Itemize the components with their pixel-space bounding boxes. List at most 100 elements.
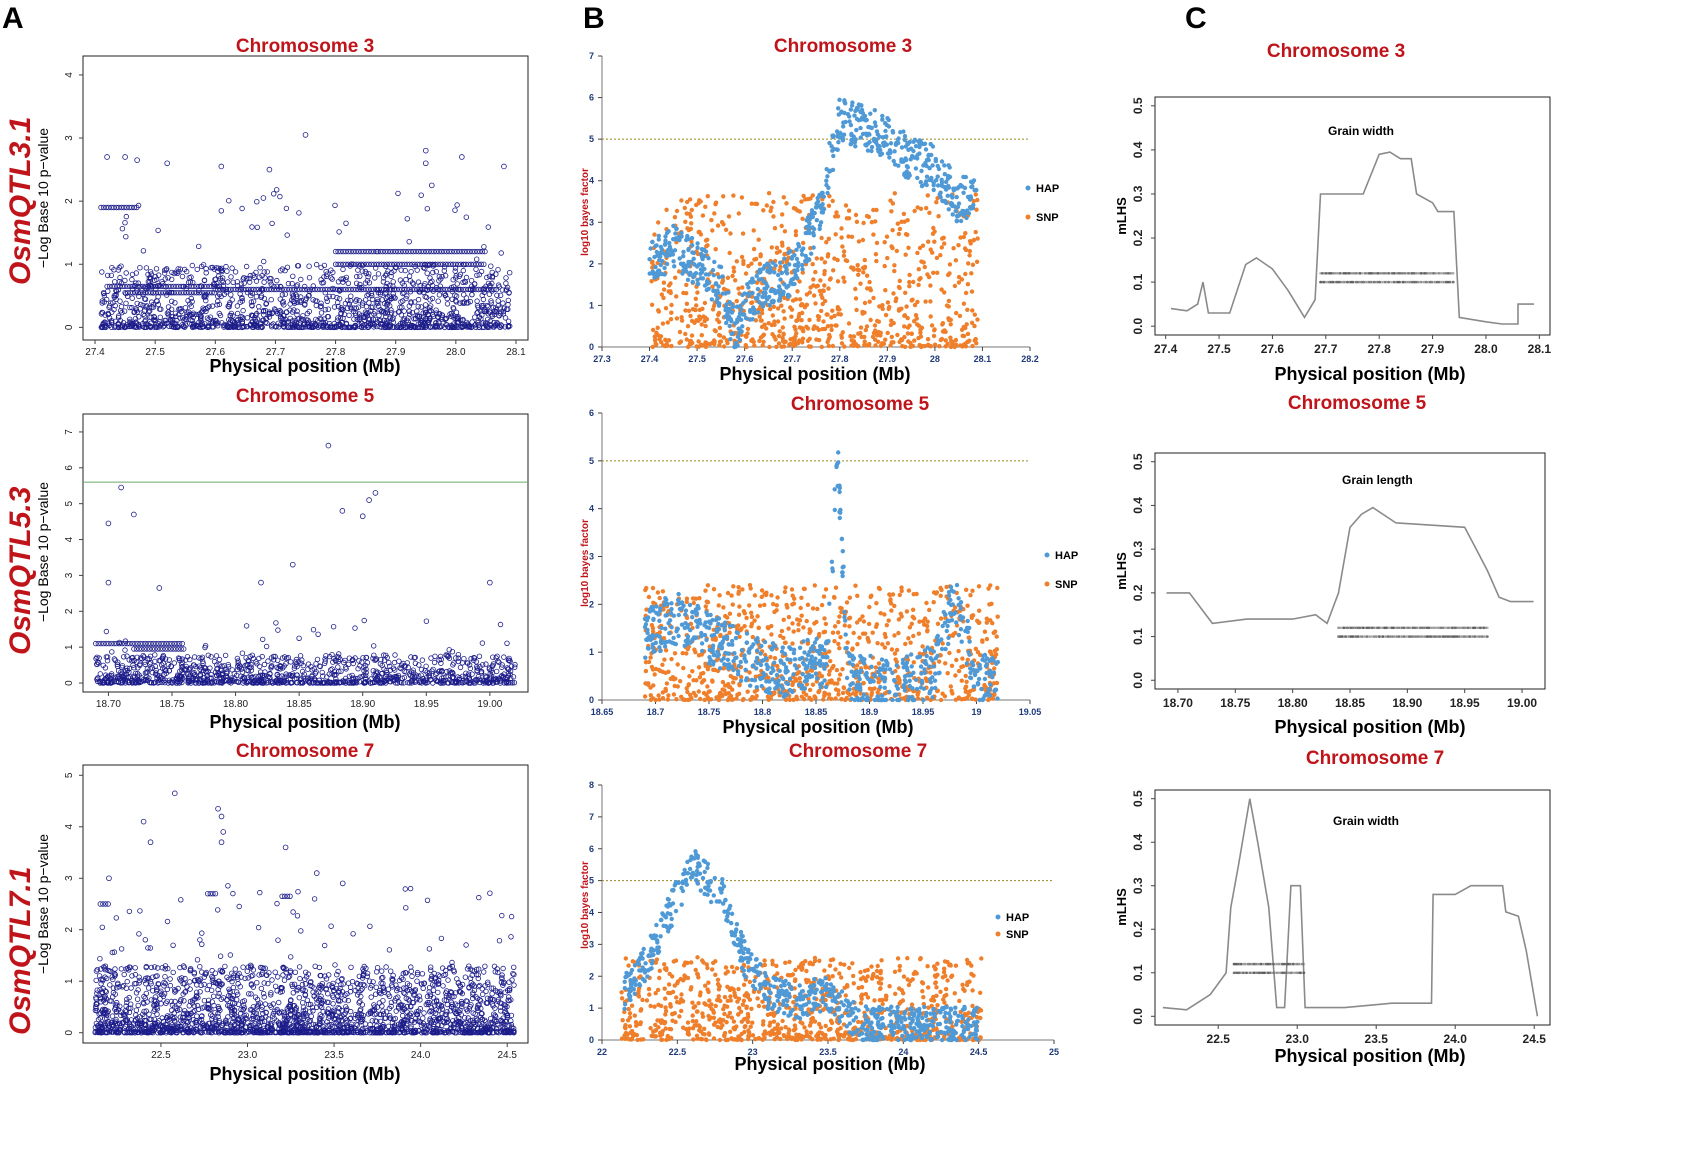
gwas-point <box>126 657 132 663</box>
gwas-point <box>161 270 168 276</box>
gwas-block-point <box>414 286 420 293</box>
gwas-point <box>452 265 459 271</box>
gwas-point <box>285 280 292 287</box>
gwas-point <box>122 277 128 284</box>
gwas-block-point <box>317 286 323 293</box>
gwas-point <box>445 977 451 983</box>
gwas-block-point <box>193 283 200 290</box>
gwas-point <box>263 315 270 322</box>
gwas-block-point <box>368 286 374 293</box>
gwas-point <box>456 273 462 279</box>
plot-frame <box>82 55 529 341</box>
gwas-block-point <box>445 286 451 293</box>
gwas-point <box>198 655 204 662</box>
gwas-block-point <box>296 286 303 293</box>
gwas-block-point <box>340 261 346 267</box>
gwas-point <box>441 268 447 274</box>
gwas-point <box>267 279 273 285</box>
gwas-block-point <box>235 286 241 293</box>
gwas-point <box>292 317 298 324</box>
gwas-block-point <box>191 290 197 296</box>
gwas-point <box>411 316 417 322</box>
gwas-block-point <box>452 286 459 293</box>
gwas-point <box>271 306 278 312</box>
gwas-point <box>499 287 506 293</box>
gwas-point <box>453 655 459 661</box>
gwas-point <box>255 924 262 931</box>
gwas-point <box>481 324 487 331</box>
gwas-point <box>294 672 300 678</box>
gwas-point <box>253 269 259 276</box>
gwas-point <box>495 282 502 288</box>
gwas-block-point <box>446 248 452 255</box>
gwas-point <box>168 298 175 304</box>
gwas-block-point <box>147 290 154 296</box>
gwas-point <box>193 311 199 318</box>
gwas-block-point <box>432 261 438 267</box>
gwas-point <box>326 671 332 677</box>
gwas-block-point <box>147 283 154 290</box>
gwas-outlier-point <box>359 513 366 520</box>
gwas-outlier-point <box>134 157 140 163</box>
gwas-block-point <box>330 286 336 293</box>
gwas-point <box>468 324 474 330</box>
gwas-point <box>426 317 433 323</box>
gwas-block-point <box>117 283 123 290</box>
gwas-block-point <box>263 286 270 293</box>
gwas-block-point <box>450 286 456 293</box>
gwas-point <box>410 281 417 287</box>
gwas-point <box>394 680 401 686</box>
gwas-point <box>391 659 398 666</box>
gwas-point <box>240 964 246 970</box>
gwas-block-point <box>348 248 354 255</box>
gwas-point <box>289 324 296 330</box>
gwas-point <box>146 1011 152 1017</box>
gwas-point <box>335 315 341 321</box>
gwas-point <box>306 275 313 281</box>
y-tick-label: 2 <box>64 608 75 614</box>
gwas-point <box>306 263 312 269</box>
gwas-block-point <box>414 261 421 267</box>
gwas-block-point <box>454 248 460 255</box>
gwas-point <box>397 304 403 310</box>
gwas-point <box>263 300 270 306</box>
gwas-point <box>450 312 456 319</box>
gwas-block-point <box>381 261 387 267</box>
gwas-point <box>295 263 302 269</box>
gwas-block-point <box>399 286 405 293</box>
gwas-point <box>361 617 367 624</box>
gwas-point <box>328 275 334 281</box>
gwas-point <box>164 310 171 316</box>
gwas-block-point <box>132 290 138 296</box>
gwas-point <box>106 322 113 328</box>
gwas-point <box>440 983 446 989</box>
gwas-point <box>461 292 467 298</box>
gwas-point <box>398 680 405 686</box>
gwas-point <box>271 191 277 197</box>
gwas-block-point <box>442 261 449 267</box>
gwas-block-point <box>437 286 443 293</box>
gwas-point <box>140 302 146 309</box>
gwas-block-point <box>216 283 223 290</box>
gwas-point <box>511 982 517 988</box>
gwas-point <box>199 654 206 660</box>
gwas-point <box>404 293 410 299</box>
gwas-point <box>159 279 165 285</box>
gwas-point <box>498 250 504 256</box>
gwas-block-point <box>211 290 218 296</box>
gwas-point <box>106 303 113 309</box>
gwas-point <box>170 969 176 976</box>
gwas-block-point <box>137 283 143 290</box>
gwas-point <box>315 631 321 637</box>
y-tick-label: 1 <box>64 978 75 984</box>
gwas-point <box>455 652 462 658</box>
gwas-points <box>92 790 517 1036</box>
gwas-point <box>164 320 170 327</box>
gwas-point <box>334 294 340 301</box>
gwas-point <box>189 262 195 269</box>
gwas-point <box>115 315 122 321</box>
gwas-point <box>121 308 128 314</box>
gwas-point <box>310 320 316 327</box>
gwas-block-point <box>366 248 372 255</box>
gwas-point <box>234 303 241 309</box>
